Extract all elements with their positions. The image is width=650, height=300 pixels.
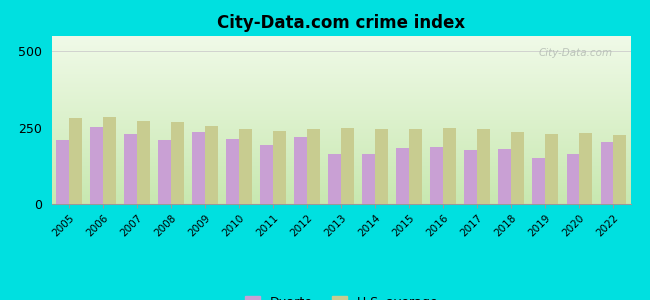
- Bar: [465, 150, 477, 204]
- Bar: [137, 121, 150, 204]
- Bar: [614, 135, 627, 204]
- Bar: [56, 140, 69, 204]
- Bar: [90, 127, 103, 204]
- Bar: [307, 129, 320, 204]
- Bar: [171, 122, 184, 204]
- Bar: [443, 128, 456, 204]
- Legend: Duarte, U.S. average: Duarte, U.S. average: [240, 291, 443, 300]
- Bar: [103, 117, 116, 204]
- Bar: [69, 118, 82, 204]
- Bar: [124, 134, 137, 204]
- Bar: [375, 129, 388, 204]
- Bar: [567, 154, 579, 204]
- Bar: [192, 132, 205, 204]
- Bar: [226, 139, 239, 204]
- Bar: [532, 158, 545, 204]
- Bar: [477, 129, 490, 204]
- Bar: [239, 129, 252, 204]
- Bar: [499, 149, 512, 204]
- Bar: [430, 147, 443, 204]
- Bar: [396, 148, 410, 204]
- Title: City-Data.com crime index: City-Data.com crime index: [217, 14, 465, 32]
- Bar: [410, 129, 422, 204]
- Bar: [260, 145, 273, 204]
- Bar: [512, 132, 525, 204]
- Bar: [545, 134, 558, 204]
- Bar: [205, 126, 218, 204]
- Text: City-Data.com: City-Data.com: [539, 48, 613, 58]
- Bar: [579, 133, 592, 204]
- Bar: [273, 131, 286, 204]
- Bar: [158, 140, 171, 204]
- Bar: [294, 137, 307, 204]
- Bar: [328, 154, 341, 204]
- Bar: [341, 128, 354, 204]
- Bar: [601, 142, 614, 204]
- Bar: [362, 154, 375, 204]
